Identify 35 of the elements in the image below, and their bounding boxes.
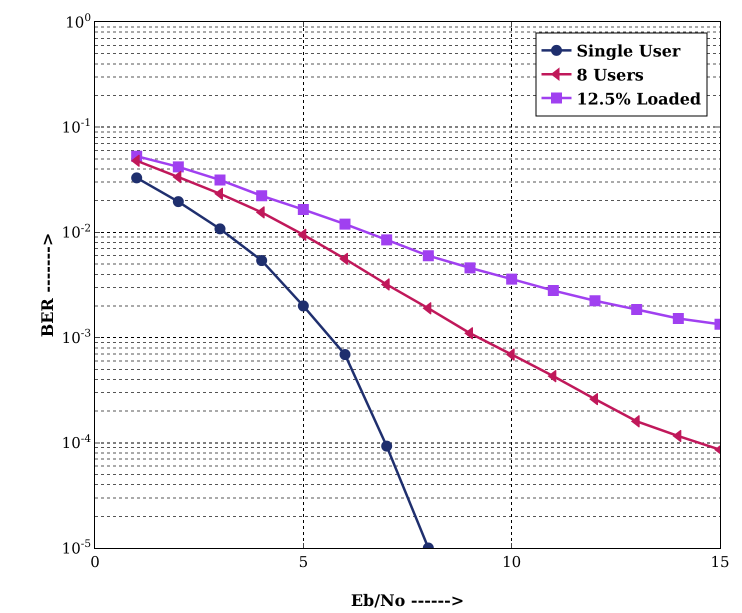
y-tick-label: 10$^{0}$	[65, 12, 91, 32]
point	[422, 250, 434, 262]
y-tick-label: 10$^{-1}$	[62, 117, 91, 136]
y-tick-label: 10$^{-2}$	[62, 222, 91, 242]
legend-label: Single User	[576, 42, 681, 61]
point	[256, 190, 268, 202]
point	[298, 300, 309, 312]
point	[214, 174, 226, 186]
x-tick-label: 5	[298, 553, 308, 571]
point	[172, 161, 184, 172]
point	[381, 234, 392, 246]
y-tick-label: 10$^{-3}$	[62, 328, 91, 347]
legend-label: 12.5% Loaded	[576, 89, 702, 108]
point	[631, 304, 642, 315]
x-tick-label: 15	[710, 553, 730, 571]
point	[214, 223, 226, 234]
point	[340, 349, 350, 360]
point	[131, 172, 142, 184]
y-tick-label: 10$^{-5}$	[62, 538, 91, 558]
point	[464, 262, 476, 274]
point	[256, 255, 268, 266]
point	[506, 274, 518, 285]
point	[590, 295, 600, 306]
point	[672, 312, 684, 324]
point	[298, 204, 309, 216]
x-tick-label: 10	[502, 553, 522, 571]
point	[548, 285, 559, 296]
point	[340, 218, 350, 230]
y-axis-title: BER ------->	[38, 232, 57, 338]
y-tick-label: 10$^{-4}$	[62, 432, 92, 452]
legend-label: 8 Users	[576, 65, 644, 84]
x-tick-label: 0	[90, 553, 100, 571]
point	[381, 440, 392, 452]
x-axis-title: Eb/No ------>	[350, 591, 464, 610]
point	[172, 196, 184, 208]
